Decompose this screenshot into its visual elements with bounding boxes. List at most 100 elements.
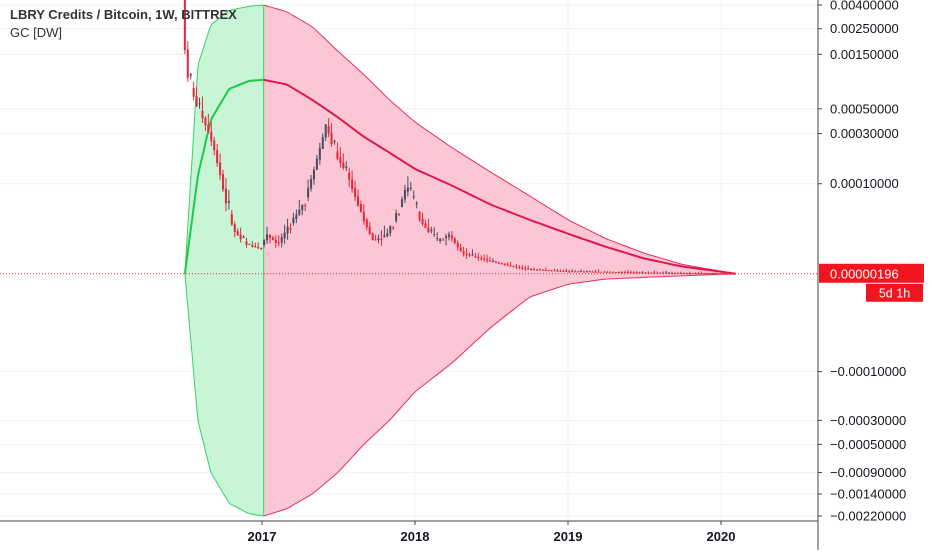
candle-body: [670, 272, 673, 274]
candle-body: [368, 226, 371, 235]
chart-title: LBRY Credits / Bitcoin, 1W, BITTREX: [10, 7, 237, 22]
candle-body: [468, 254, 471, 256]
candle-body: [380, 238, 383, 240]
candle-body: [330, 132, 333, 145]
candle-body: [585, 271, 588, 273]
candle-body: [591, 271, 594, 273]
band-area-expanding: [184, 5, 264, 516]
band-area-contracting: [263, 5, 736, 516]
candle-body: [430, 229, 433, 232]
candle-body: [301, 204, 304, 211]
y-tick-label: −0.00090000: [830, 465, 906, 480]
candle-body: [662, 272, 665, 274]
candle-body: [723, 273, 726, 275]
candle-body: [659, 272, 662, 274]
x-tick-label: 2020: [707, 529, 736, 544]
x-tick-label: 2017: [248, 529, 277, 544]
candle-body: [271, 237, 274, 241]
candle-body: [415, 202, 418, 205]
gc-midline-contracting: [263, 78, 736, 275]
gc-band: [183, 4, 736, 517]
candle-body: [638, 272, 641, 274]
candle-body: [310, 179, 313, 189]
candle-body: [600, 271, 603, 273]
candle-body: [717, 273, 720, 275]
candle-body: [183, 0, 186, 50]
candle-body: [439, 238, 442, 241]
band-lower-contracting: [263, 273, 736, 517]
candle-body: [424, 223, 427, 229]
price-badge-value: 0.00000196: [830, 266, 899, 281]
candle-body: [691, 273, 694, 275]
candle-body: [544, 269, 547, 271]
candle-body: [644, 272, 647, 274]
candle-body: [392, 227, 395, 229]
y-tick-label: 0.00010000: [830, 176, 899, 191]
candle-body: [483, 258, 486, 260]
candle-body: [465, 253, 468, 256]
candle-body: [676, 272, 679, 274]
candle-body: [221, 174, 225, 190]
candle-body: [565, 270, 568, 272]
candle-body: [248, 243, 251, 245]
candle-body: [606, 271, 609, 273]
candle-body: [233, 223, 236, 233]
candle-body: [242, 236, 245, 238]
candle-body: [603, 271, 606, 273]
candle-body: [418, 211, 421, 221]
candle-body: [453, 238, 456, 244]
candle-body: [509, 265, 512, 267]
candle-body: [480, 257, 483, 259]
candle-body: [512, 265, 515, 267]
y-tick-label: −0.00010000: [830, 364, 906, 379]
candle-body: [227, 201, 230, 203]
candle-body: [362, 211, 365, 222]
candle-body: [491, 260, 494, 262]
candle-body: [503, 263, 506, 265]
candle-body: [521, 267, 524, 269]
candle-body: [224, 188, 227, 204]
y-tick-label: 0.00150000: [830, 47, 899, 62]
candle-body: [354, 187, 357, 197]
y-tick-label: −0.00220000: [830, 509, 906, 524]
candle-body: [732, 273, 735, 275]
candle-body: [266, 234, 269, 241]
x-tick-label: 2018: [401, 529, 430, 544]
candle-body: [486, 259, 489, 261]
candle-body: [192, 88, 195, 97]
candle-body: [456, 242, 459, 248]
candle-body: [562, 270, 565, 272]
candle-body: [703, 273, 706, 275]
candle-body: [447, 234, 450, 237]
candle-body: [400, 199, 404, 207]
candle-body: [230, 213, 233, 225]
candle-body: [494, 261, 497, 263]
y-tick-label: 0.00400000: [830, 0, 899, 13]
candle-body: [594, 271, 597, 273]
candle-body: [559, 270, 562, 272]
candle-body: [541, 269, 544, 271]
candle-body: [518, 267, 521, 269]
candle-body: [697, 273, 700, 275]
candle-body: [647, 272, 650, 274]
candle-body: [318, 147, 321, 160]
candle-body: [365, 219, 368, 228]
y-tick-label: 0.00250000: [830, 21, 899, 36]
candle-body: [694, 273, 697, 275]
candle-body: [268, 234, 271, 238]
candle-body: [635, 272, 638, 274]
candle-body: [395, 213, 398, 221]
candle-body: [500, 263, 503, 265]
candle-body: [641, 272, 644, 274]
candle-body: [345, 166, 348, 168]
candle-body: [389, 226, 392, 234]
candle-body: [729, 273, 732, 275]
candle-body: [236, 230, 239, 236]
candle-body: [298, 209, 301, 215]
candle-body: [348, 172, 351, 180]
candle-body: [547, 270, 550, 272]
candle-body: [515, 266, 518, 268]
y-tick-label: 0.00050000: [830, 101, 899, 116]
